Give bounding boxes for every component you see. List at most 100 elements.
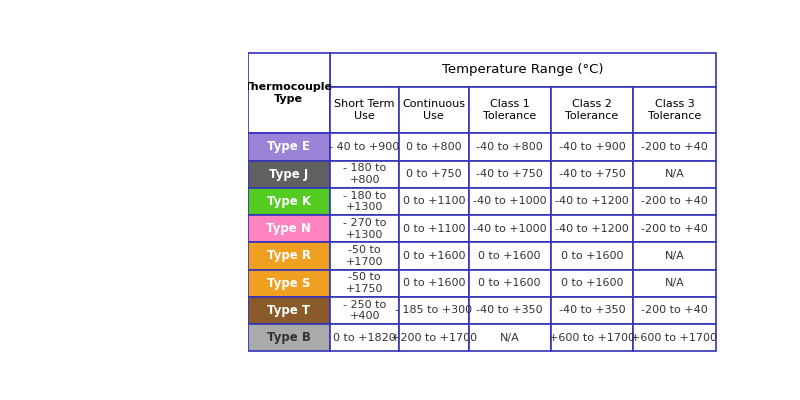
Text: -40 to +1000: -40 to +1000	[473, 196, 546, 206]
Text: Type B: Type B	[267, 331, 310, 344]
Text: +600 to +1700: +600 to +1700	[631, 333, 718, 343]
Text: 0 to +1600: 0 to +1600	[402, 251, 465, 261]
Text: 0 to +750: 0 to +750	[406, 169, 462, 179]
Text: N/A: N/A	[665, 251, 684, 261]
Text: - 180 to
+1300: - 180 to +1300	[343, 191, 386, 212]
Text: -40 to +1200: -40 to +1200	[555, 224, 629, 234]
Text: N/A: N/A	[665, 169, 684, 179]
FancyBboxPatch shape	[634, 215, 716, 242]
FancyBboxPatch shape	[399, 242, 469, 270]
Text: Type S: Type S	[267, 277, 310, 290]
Text: +600 to +1700: +600 to +1700	[549, 333, 635, 343]
Text: Class 1
Tolerance: Class 1 Tolerance	[483, 99, 536, 121]
Text: -40 to +900: -40 to +900	[558, 142, 626, 152]
FancyBboxPatch shape	[469, 297, 551, 324]
Text: -40 to +1200: -40 to +1200	[555, 196, 629, 206]
Text: -40 to +750: -40 to +750	[558, 169, 626, 179]
FancyBboxPatch shape	[469, 324, 551, 351]
FancyBboxPatch shape	[330, 215, 399, 242]
FancyBboxPatch shape	[551, 242, 634, 270]
Text: N/A: N/A	[500, 333, 519, 343]
Text: +200 to +1700: +200 to +1700	[391, 333, 477, 343]
Text: -40 to +350: -40 to +350	[558, 306, 626, 316]
Text: Temperature Range (°C): Temperature Range (°C)	[442, 63, 603, 76]
Text: 0 to +1100: 0 to +1100	[402, 196, 465, 206]
FancyBboxPatch shape	[247, 324, 330, 351]
Text: -40 to +350: -40 to +350	[476, 306, 543, 316]
FancyBboxPatch shape	[634, 188, 716, 215]
FancyBboxPatch shape	[469, 242, 551, 270]
FancyBboxPatch shape	[247, 188, 330, 215]
FancyBboxPatch shape	[469, 133, 551, 160]
Text: 0 to +1600: 0 to +1600	[402, 278, 465, 288]
FancyBboxPatch shape	[330, 270, 399, 297]
FancyBboxPatch shape	[634, 160, 716, 188]
Text: - 270 to
+1300: - 270 to +1300	[343, 218, 386, 240]
FancyBboxPatch shape	[551, 160, 634, 188]
FancyBboxPatch shape	[469, 188, 551, 215]
FancyBboxPatch shape	[330, 188, 399, 215]
FancyBboxPatch shape	[634, 297, 716, 324]
FancyBboxPatch shape	[399, 297, 469, 324]
Text: Thermocouple
Type: Thermocouple Type	[244, 82, 334, 104]
FancyBboxPatch shape	[469, 215, 551, 242]
Text: 0 to +1600: 0 to +1600	[561, 278, 623, 288]
Text: - 250 to
+400: - 250 to +400	[343, 300, 386, 321]
FancyBboxPatch shape	[551, 297, 634, 324]
FancyBboxPatch shape	[399, 133, 469, 160]
Text: -200 to +40: -200 to +40	[641, 142, 708, 152]
Text: 0 to +1820: 0 to +1820	[334, 333, 396, 343]
FancyBboxPatch shape	[247, 160, 330, 188]
Text: 0 to +1100: 0 to +1100	[402, 224, 465, 234]
FancyBboxPatch shape	[100, 48, 247, 356]
Text: - 185 to +300: - 185 to +300	[395, 306, 473, 316]
Text: Type E: Type E	[267, 140, 310, 154]
Text: -50 to
+1750: -50 to +1750	[346, 272, 383, 294]
FancyBboxPatch shape	[330, 324, 399, 351]
Text: Short Term
Use: Short Term Use	[334, 99, 395, 121]
FancyBboxPatch shape	[330, 133, 399, 160]
FancyBboxPatch shape	[247, 53, 330, 133]
FancyBboxPatch shape	[469, 160, 551, 188]
Text: Class 3
Tolerance: Class 3 Tolerance	[648, 99, 701, 121]
Text: -200 to +40: -200 to +40	[641, 224, 708, 234]
FancyBboxPatch shape	[399, 215, 469, 242]
Text: Type K: Type K	[266, 195, 310, 208]
Text: Continuous
Use: Continuous Use	[402, 99, 466, 121]
FancyBboxPatch shape	[330, 87, 399, 133]
Text: 0 to +800: 0 to +800	[406, 142, 462, 152]
FancyBboxPatch shape	[247, 270, 330, 297]
Text: Type N: Type N	[266, 222, 311, 235]
FancyBboxPatch shape	[330, 242, 399, 270]
FancyBboxPatch shape	[399, 324, 469, 351]
FancyBboxPatch shape	[634, 242, 716, 270]
FancyBboxPatch shape	[551, 133, 634, 160]
Text: Type T: Type T	[267, 304, 310, 317]
Text: 0 to +1600: 0 to +1600	[478, 278, 541, 288]
Text: -40 to +750: -40 to +750	[476, 169, 543, 179]
Text: Type J: Type J	[269, 168, 308, 181]
Text: - 180 to
+800: - 180 to +800	[343, 163, 386, 185]
FancyBboxPatch shape	[551, 324, 634, 351]
FancyBboxPatch shape	[330, 297, 399, 324]
Text: -50 to
+1700: -50 to +1700	[346, 245, 383, 267]
Text: Class 2
Tolerance: Class 2 Tolerance	[566, 99, 618, 121]
FancyBboxPatch shape	[634, 324, 716, 351]
Text: -200 to +40: -200 to +40	[641, 306, 708, 316]
Text: N/A: N/A	[665, 278, 684, 288]
Text: - 40 to +900: - 40 to +900	[330, 142, 400, 152]
FancyBboxPatch shape	[399, 270, 469, 297]
Text: -40 to +800: -40 to +800	[476, 142, 543, 152]
FancyBboxPatch shape	[551, 188, 634, 215]
FancyBboxPatch shape	[551, 270, 634, 297]
FancyBboxPatch shape	[330, 160, 399, 188]
Text: Type R: Type R	[266, 250, 310, 262]
FancyBboxPatch shape	[634, 270, 716, 297]
Text: -200 to +40: -200 to +40	[641, 196, 708, 206]
Text: 0 to +1600: 0 to +1600	[561, 251, 623, 261]
FancyBboxPatch shape	[469, 270, 551, 297]
FancyBboxPatch shape	[247, 297, 330, 324]
FancyBboxPatch shape	[551, 215, 634, 242]
FancyBboxPatch shape	[634, 87, 716, 133]
FancyBboxPatch shape	[469, 87, 551, 133]
